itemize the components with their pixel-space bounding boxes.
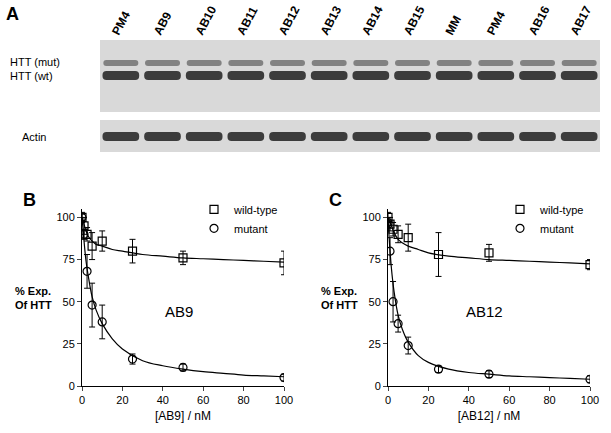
svg-text:mutant: mutant (234, 223, 268, 235)
svg-text:60: 60 (197, 394, 209, 406)
svg-text:50: 50 (369, 296, 381, 308)
svg-text:0: 0 (79, 394, 85, 406)
svg-text:50: 50 (63, 296, 75, 308)
svg-text:20: 20 (422, 394, 434, 406)
svg-text:Actin: Actin (22, 131, 46, 143)
svg-text:20: 20 (116, 394, 128, 406)
svg-text:AB9: AB9 (165, 303, 193, 320)
svg-text:100: 100 (362, 211, 380, 223)
svg-text:60: 60 (503, 394, 515, 406)
svg-text:AB12: AB12 (466, 303, 503, 320)
svg-text:wild-type: wild-type (539, 204, 583, 216)
svg-text:0: 0 (69, 380, 75, 392)
svg-text:A: A (6, 4, 19, 24)
svg-text:AB15: AB15 (401, 3, 428, 37)
svg-text:80: 80 (543, 394, 555, 406)
svg-text:25: 25 (63, 338, 75, 350)
svg-text:0: 0 (375, 380, 381, 392)
svg-text:% Exp.Of HTT: % Exp.Of HTT (321, 285, 358, 311)
svg-text:40: 40 (463, 394, 475, 406)
svg-text:100: 100 (581, 394, 599, 406)
svg-text:wild-type: wild-type (233, 204, 277, 216)
svg-text:MM: MM (442, 13, 464, 37)
svg-text:PM4: PM4 (109, 9, 133, 38)
svg-text:mutant: mutant (540, 223, 574, 235)
svg-text:0: 0 (385, 394, 391, 406)
svg-text:AB10: AB10 (192, 3, 219, 37)
svg-text:% Exp.Of HTT: % Exp.Of HTT (15, 285, 52, 311)
svg-text:100: 100 (275, 394, 293, 406)
svg-text:PM4: PM4 (484, 9, 508, 38)
svg-text:AB17: AB17 (567, 3, 594, 37)
svg-text:[AB12] / nM: [AB12] / nM (458, 409, 521, 423)
svg-text:100: 100 (56, 211, 74, 223)
svg-text:B: B (23, 190, 36, 210)
svg-text:C: C (329, 190, 342, 210)
svg-text:75: 75 (63, 253, 75, 265)
svg-text:AB14: AB14 (359, 3, 386, 37)
svg-text:[AB9] / nM: [AB9] / nM (155, 409, 211, 423)
svg-text:HTT (mut): HTT (mut) (10, 56, 60, 68)
svg-text:AB12: AB12 (276, 3, 303, 37)
svg-text:AB9: AB9 (151, 9, 175, 37)
svg-text:AB13: AB13 (317, 3, 344, 37)
svg-text:HTT (wt): HTT (wt) (10, 70, 53, 82)
svg-text:AB11: AB11 (234, 4, 261, 37)
svg-text:AB16: AB16 (526, 3, 553, 37)
svg-text:40: 40 (157, 394, 169, 406)
svg-text:25: 25 (369, 338, 381, 350)
svg-text:75: 75 (369, 253, 381, 265)
svg-text:80: 80 (237, 394, 249, 406)
